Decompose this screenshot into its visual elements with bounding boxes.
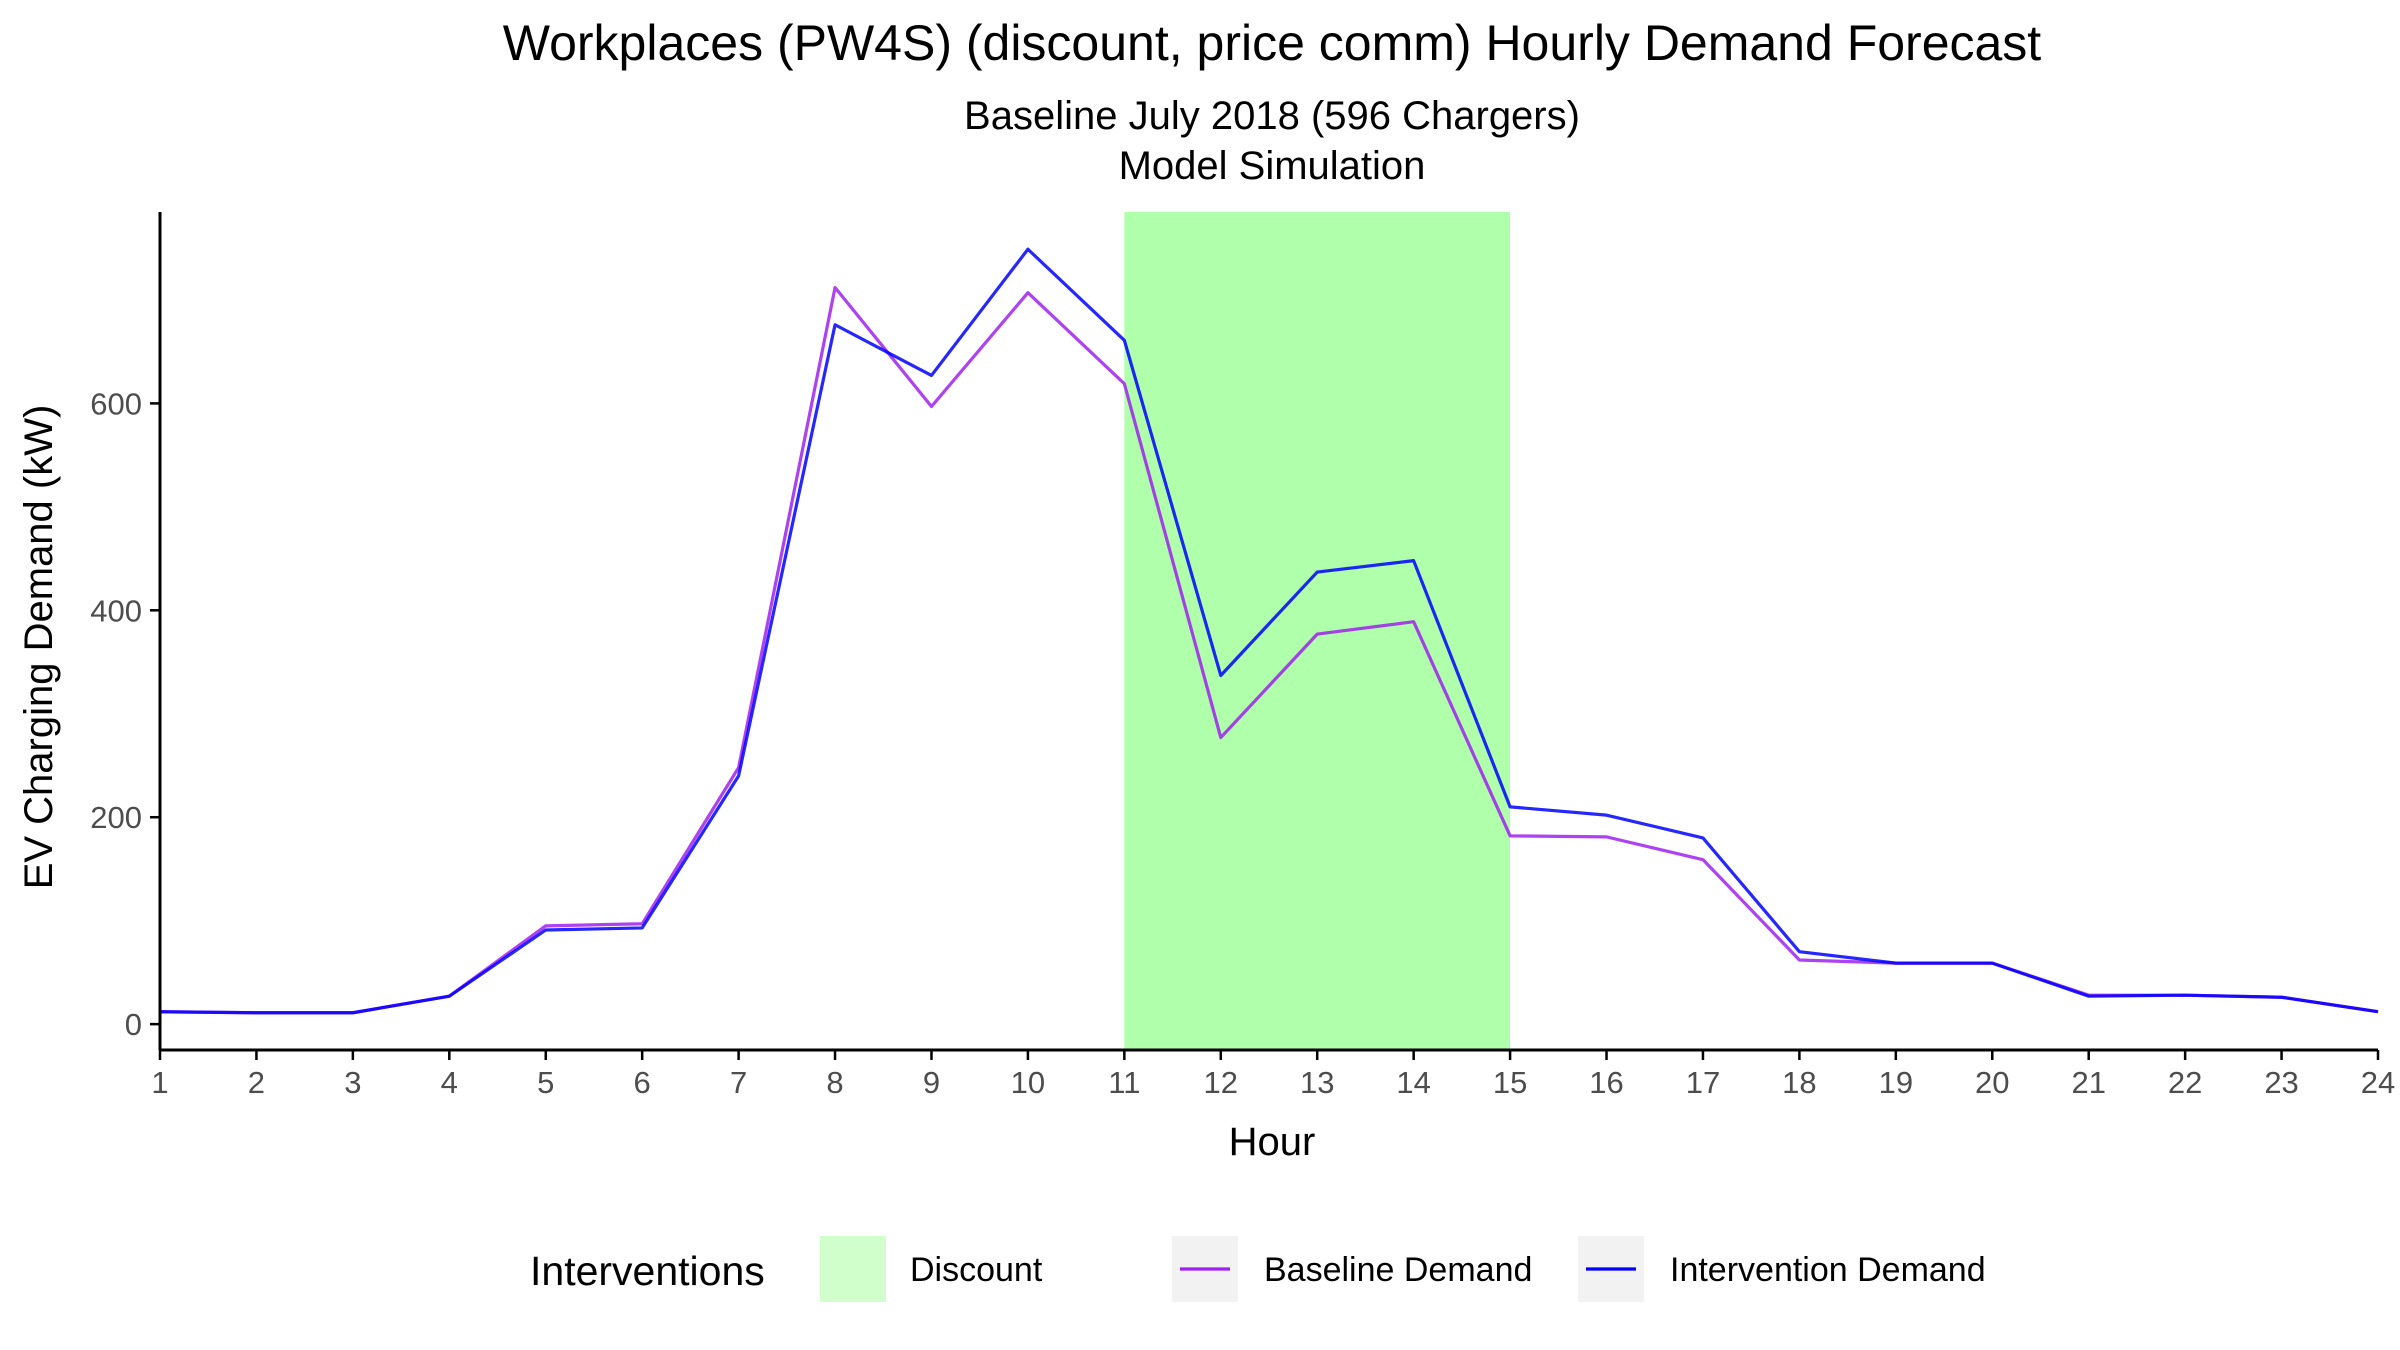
chart-subtitle-line-1: Baseline July 2018 (596 Chargers): [964, 94, 1580, 138]
x-tick-label-17: 17: [1686, 1065, 1720, 1100]
x-tick-label-3: 3: [344, 1065, 361, 1100]
x-tick-label-6: 6: [634, 1065, 651, 1100]
y-tick-label-600: 600: [90, 386, 142, 421]
x-tick-label-14: 14: [1396, 1065, 1430, 1100]
legend-key-discount: [820, 1236, 886, 1302]
y-tick-label-400: 400: [90, 593, 142, 628]
x-tick-label-10: 10: [1011, 1065, 1045, 1100]
x-tick-label-15: 15: [1493, 1065, 1527, 1100]
x-tick-label-13: 13: [1300, 1065, 1334, 1100]
x-tick-label-21: 21: [2071, 1065, 2105, 1100]
series-line-intervention-demand: [159, 247, 2379, 1015]
series-layer: [159, 247, 2379, 1015]
y-tick-label-0: 0: [125, 1007, 142, 1042]
x-tick-label-18: 18: [1782, 1065, 1816, 1100]
x-axis-title: Hour: [1229, 1120, 1316, 1164]
x-tick-label-8: 8: [826, 1065, 843, 1100]
shaded-region-layer: [1124, 212, 1511, 1050]
legend: Interventions Discount Baseline Demand Int…: [530, 1236, 1986, 1302]
x-tick-label-11: 11: [1108, 1065, 1140, 1100]
x-tick-label-1: 1: [151, 1065, 168, 1100]
y-tick-label-200: 200: [90, 800, 142, 835]
chart-subtitle-line-2: Model Simulation: [1119, 144, 1426, 188]
x-tick-label-12: 12: [1204, 1065, 1238, 1100]
x-tick-label-2: 2: [248, 1065, 265, 1100]
x-tick-label-16: 16: [1589, 1065, 1623, 1100]
shaded-region-discount: [1124, 212, 1511, 1050]
x-tick-label-22: 22: [2168, 1065, 2202, 1100]
x-tick-label-19: 19: [1879, 1065, 1913, 1100]
x-tick-label-5: 5: [537, 1065, 554, 1100]
x-tick-label-4: 4: [441, 1065, 458, 1100]
y-axis-title: EV Charging Demand (kW): [17, 405, 61, 890]
x-tick-label-9: 9: [923, 1065, 940, 1100]
x-tick-label-23: 23: [2264, 1065, 2298, 1100]
x-tick-label-20: 20: [1975, 1065, 2009, 1100]
legend-title: Interventions: [530, 1248, 765, 1294]
chart-title: Workplaces (PW4S) (discount, price comm)…: [503, 15, 2042, 71]
x-tick-label-24: 24: [2361, 1065, 2395, 1100]
legend-label-discount: Discount: [910, 1251, 1043, 1289]
legend-label-intervention-demand: Intervention Demand: [1670, 1251, 1986, 1289]
legend-label-baseline-demand: Baseline Demand: [1264, 1251, 1532, 1289]
x-tick-label-7: 7: [730, 1065, 747, 1100]
